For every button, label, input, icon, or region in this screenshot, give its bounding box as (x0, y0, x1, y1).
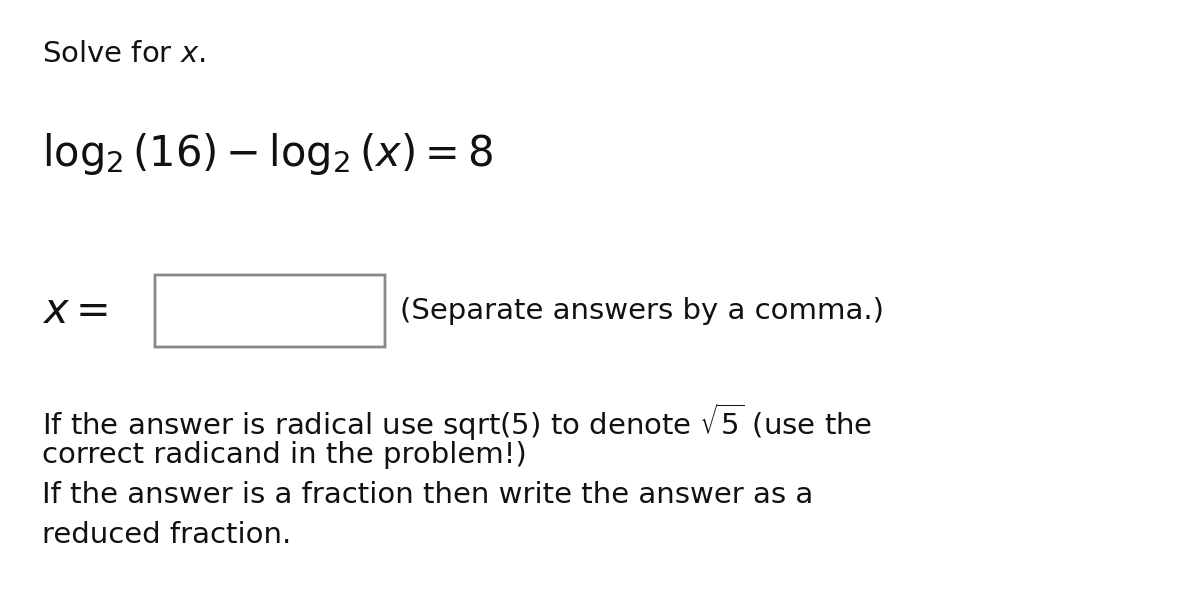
Text: Solve for $x$.: Solve for $x$. (42, 40, 205, 68)
Text: $x =$: $x =$ (42, 290, 108, 332)
Text: $\log_2(16) - \log_2(x) = 8$: $\log_2(16) - \log_2(x) = 8$ (42, 131, 493, 177)
Text: If the answer is a fraction then write the answer as a: If the answer is a fraction then write t… (42, 481, 814, 509)
FancyBboxPatch shape (155, 275, 385, 347)
Text: If the answer is radical use sqrt(5) to denote $\sqrt{5}$ (use the: If the answer is radical use sqrt(5) to … (42, 401, 872, 443)
Text: reduced fraction.: reduced fraction. (42, 521, 292, 549)
Text: correct radicand in the problem!): correct radicand in the problem!) (42, 441, 527, 469)
Text: (Separate answers by a comma.): (Separate answers by a comma.) (400, 297, 884, 325)
